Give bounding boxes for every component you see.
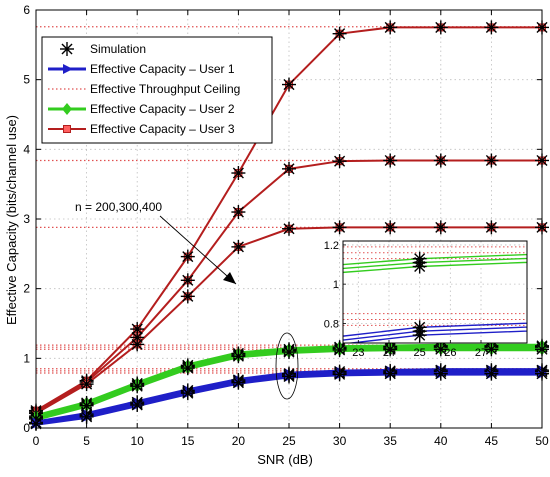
inset-zoom-plot: 23 24 25 26 27 0.8 1 1.2 (324, 240, 528, 359)
y-tick-label: 2 (23, 282, 30, 296)
x-tick-label: 50 (535, 434, 549, 448)
simulation-marker (485, 221, 497, 233)
legend-label: Effective Capacity – User 2 (90, 102, 235, 116)
simulation-marker (61, 43, 73, 55)
simulation-marker (131, 399, 143, 411)
simulation-marker (232, 167, 244, 179)
legend-label: Effective Capacity – User 3 (90, 122, 235, 136)
y-axis-label: Effective Capacity (bits/channel use) (4, 115, 19, 325)
inset-x-tick-label: 23 (352, 347, 364, 359)
simulation-marker (334, 221, 346, 233)
inset-x-tick-label: 24 (383, 347, 395, 359)
y-tick-label: 0 (23, 421, 30, 435)
legend-label: Simulation (90, 42, 146, 56)
user3-marker (63, 125, 71, 133)
simulation-marker (435, 21, 447, 33)
inset-x-tick-label: 27 (475, 347, 487, 359)
x-tick-label: 20 (232, 434, 246, 448)
simulation-marker (435, 343, 447, 355)
y-tick-label: 6 (23, 3, 30, 17)
simulation-marker (334, 155, 346, 167)
y-tick-label: 5 (23, 73, 30, 87)
simulation-marker (414, 260, 426, 273)
simulation-marker (485, 21, 497, 33)
annotation-group: n = 200,300,400 (75, 200, 299, 400)
legend: Simulation Effective Capacity – User 1 Eff… (41, 36, 273, 144)
inset-y-tick-label: 1.2 (324, 240, 339, 252)
simulation-marker (182, 362, 194, 374)
simulation-marker (384, 368, 396, 380)
simulation-marker (182, 251, 194, 263)
inset-x-tick-label: 25 (414, 347, 426, 359)
simulation-marker (334, 368, 346, 380)
y-tick-label: 1 (23, 351, 30, 365)
simulation-marker (283, 346, 295, 358)
user1-marker (63, 64, 73, 74)
legend-label: Effective Capacity – User 1 (90, 62, 235, 76)
simulation-marker (334, 344, 346, 356)
x-tick-label: 30 (333, 434, 347, 448)
simulation-marker (435, 154, 447, 167)
x-tick-label: 10 (131, 434, 145, 448)
simulation-marker (485, 368, 497, 380)
x-tick-label: 0 (33, 434, 40, 448)
y-tick-label: 3 (23, 212, 30, 226)
x-tick-label: 40 (434, 434, 448, 448)
simulation-marker (182, 387, 194, 399)
simulation-marker (485, 343, 497, 355)
simulation-marker (131, 380, 143, 392)
user2-marker (62, 103, 72, 115)
legend-label: Effective Throughput Ceiling (90, 82, 240, 96)
simulation-marker (435, 368, 447, 380)
x-tick-label: 25 (282, 434, 296, 448)
x-tick-label: 5 (83, 434, 90, 448)
y-tick-label: 4 (23, 142, 30, 156)
legend-box (41, 36, 273, 144)
annotation-ellipse (275, 332, 299, 400)
simulation-marker (81, 400, 93, 412)
inset-y-tick-label: 0.8 (324, 318, 339, 330)
simulation-marker (81, 378, 93, 390)
x-tick-label: 15 (181, 434, 195, 448)
simulation-marker (283, 370, 295, 382)
x-tick-label: 35 (384, 434, 398, 448)
simulation-marker (182, 274, 194, 286)
simulation-marker (232, 350, 244, 362)
simulation-marker (414, 329, 426, 341)
simulation-marker (182, 290, 194, 302)
annotation-arrow-line (159, 215, 237, 285)
inset-x-tick-label: 26 (444, 347, 456, 359)
annotation-arrowhead (223, 272, 236, 284)
simulation-marker (131, 338, 143, 350)
simulation-marker (131, 323, 143, 335)
simulation-marker (232, 206, 244, 218)
inset-frame (342, 240, 528, 344)
simulation-marker (384, 154, 396, 167)
simulation-marker (435, 221, 447, 233)
x-tick-label: 45 (485, 434, 499, 448)
annotation-label: n = 200,300,400 (75, 200, 162, 214)
simulation-marker (232, 377, 244, 389)
inset-y-tick-label: 1 (333, 279, 339, 291)
simulation-marker (334, 28, 346, 40)
simulation-marker (232, 241, 244, 253)
inset-data (343, 241, 527, 343)
simulation-marker (485, 154, 497, 167)
simulation-marker (283, 79, 295, 91)
simulation-marker (81, 411, 93, 423)
simulation-marker (384, 21, 396, 33)
x-axis-label: SNR (dB) (257, 452, 313, 467)
simulation-marker (283, 163, 295, 175)
simulation-marker (384, 343, 396, 355)
simulation-marker (283, 223, 295, 235)
simulation-marker (384, 221, 396, 233)
